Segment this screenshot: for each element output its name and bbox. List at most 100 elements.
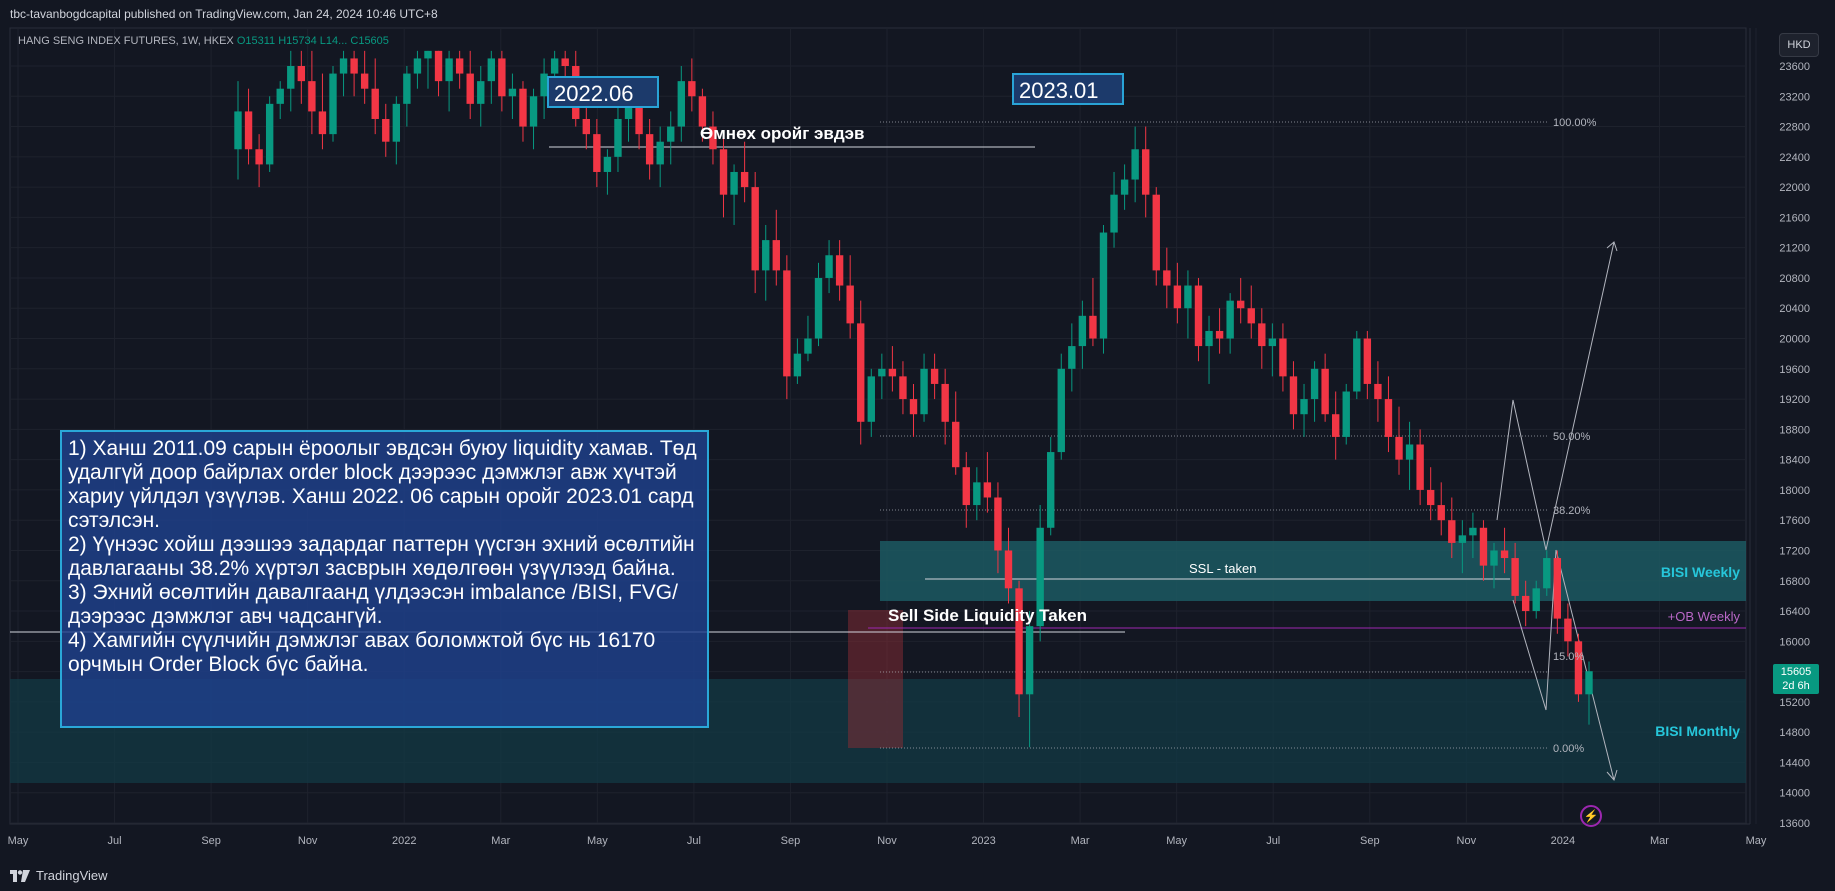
fib-50-label: 50.00% [1553,431,1591,443]
candle [1078,300,1087,369]
candle [603,149,612,195]
time-axis[interactable]: May Jul Sep Nov 2022 Mar May Jul Sep Nov 2023 Mar Ma… [8,823,1767,847]
candle-body [1004,550,1013,589]
candle [878,353,886,400]
time-tick-label: Mar [491,835,510,847]
price-tick-label: 18800 [1779,424,1810,436]
candle [983,452,992,513]
candle-body [1068,346,1076,369]
candle-body [603,156,612,172]
fib-lines [880,121,1549,749]
candle-body [244,111,253,150]
candle [498,50,506,112]
candle-body [360,73,369,89]
candle [265,96,274,172]
candle-body [1237,300,1245,309]
candle-body [888,368,897,377]
symbol-legend: HANG SENG INDEX FUTURES, 1W, HKEX O15311… [18,35,389,47]
candle [1310,361,1319,422]
currency-button[interactable]: HKD [1779,33,1819,57]
candle-body [1469,527,1477,536]
candle [762,224,770,301]
candle [846,255,854,339]
candle-body [1247,308,1255,324]
candle-body [751,187,759,271]
candle-body [994,497,1002,551]
candle-body [1215,330,1224,339]
price-tick-label: 22400 [1779,152,1810,164]
candle-body [656,141,664,165]
candle-body [1226,300,1234,339]
candle [308,50,316,135]
price-tick-label: 20000 [1779,334,1810,346]
candle [667,111,675,165]
candle-body [719,149,728,195]
candle [1258,308,1266,369]
candle-body [329,73,337,135]
price-tick-label: 22000 [1779,182,1810,194]
candle [1300,383,1308,437]
note-2: 2) Үүнээс хойш дээшээ задардаг паттерн ү… [68,533,695,580]
candle [973,467,981,521]
candle-body [1099,232,1108,339]
candle-body [434,50,443,82]
candle [867,368,875,437]
candle-body [287,66,295,89]
candle-body [624,103,633,119]
candle-body [1384,399,1393,437]
time-tick-label: Nov [877,835,897,847]
candle [466,50,474,119]
candle [909,383,918,437]
candle-body [1078,315,1087,347]
candle [255,134,263,188]
candle [793,338,802,384]
price-tick-label: 22800 [1779,122,1810,134]
candle [677,66,685,142]
candle-body [1490,550,1498,566]
candle [857,300,865,445]
candle-body [1057,368,1065,453]
candle [287,50,295,112]
tradingview-brand[interactable]: TradingView [10,868,108,883]
candle-body [952,421,960,468]
candle-body [1173,285,1182,309]
candle-body [498,58,506,97]
candle [1279,323,1287,392]
candle [1268,323,1277,377]
time-tick-label: Sep [201,835,221,847]
candle [1089,277,1097,347]
candle [1047,436,1055,536]
candle-body [1258,323,1266,347]
candle-body [1585,671,1593,695]
bisi-weekly-label: BISI Weekly [1661,564,1740,580]
candle [1036,505,1044,642]
candle [1395,406,1403,475]
candle [920,353,928,422]
candle-body [1543,558,1551,589]
lightning-icon[interactable]: ⚡ [1580,805,1602,827]
candle-body [867,376,875,422]
analysis-note: 1) Ханш 2011.09 сарын ёроолыг эвдсэн бую… [60,430,709,728]
time-tick-label: 2024 [1551,835,1575,847]
candle [413,50,422,89]
candle-body [857,323,865,422]
candle [1532,580,1540,619]
candle-body [1511,558,1519,596]
candle [1405,421,1414,490]
candle-body [825,255,833,278]
candle-body [762,240,770,271]
symbol-name: HANG SENG INDEX FUTURES, 1W, HKEX [18,35,234,47]
candle-body [814,277,823,339]
candle-body [339,58,348,74]
price-axis[interactable]: 23600 23200 22800 22400 22000 21600 21200 20800… [1749,28,1810,830]
candle [593,118,601,188]
publisher-text: tbc-tavanbogdcapital published on Tradin… [10,7,438,21]
candle [455,50,464,89]
candle [688,58,696,112]
candle-body [1089,315,1097,339]
candle [1342,383,1350,445]
candle [772,209,780,286]
candle-body [1479,527,1488,566]
price-tick-label: 19600 [1779,364,1810,376]
